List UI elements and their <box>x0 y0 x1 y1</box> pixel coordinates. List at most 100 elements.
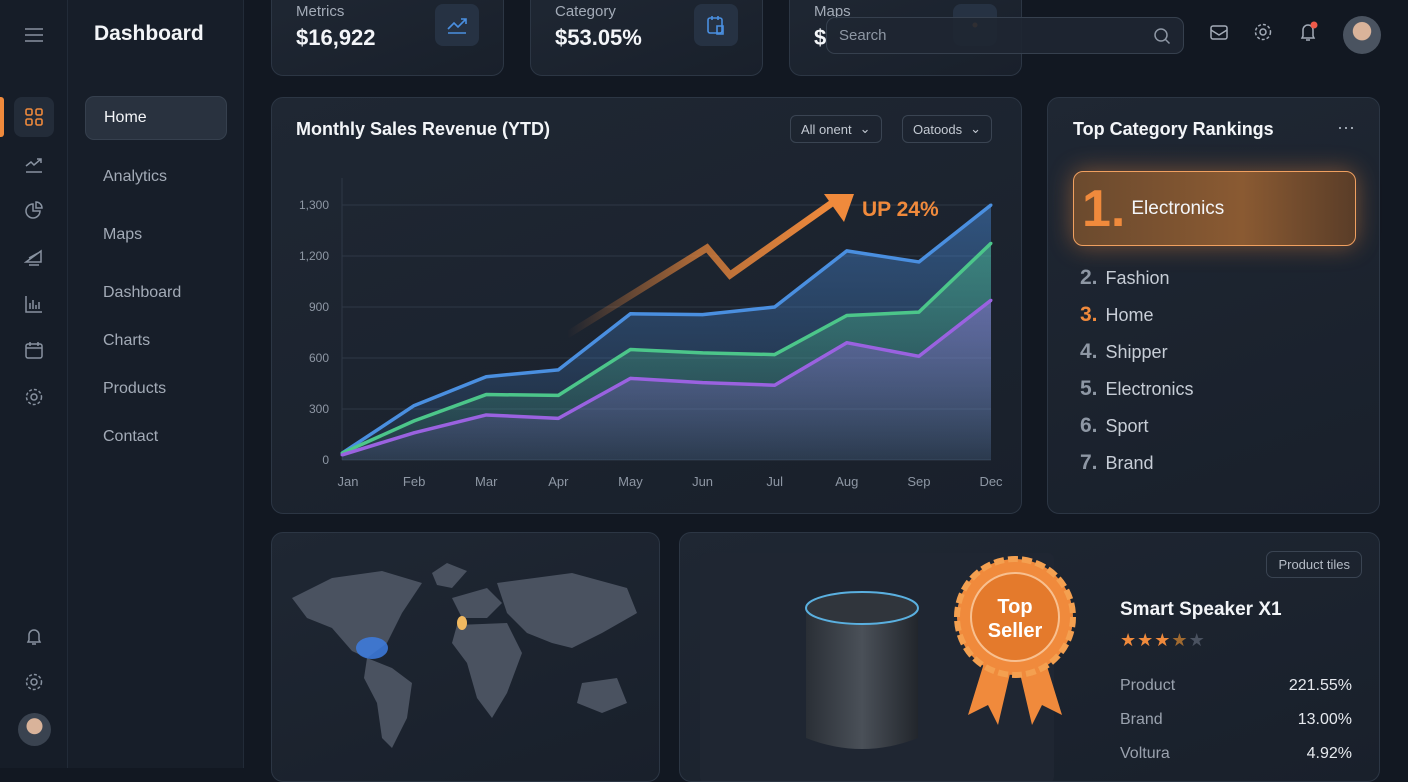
ranking-item[interactable]: 5. Electronics <box>1080 377 1194 401</box>
series-line <box>341 298 993 457</box>
product-stat-row: Product 221.55% <box>1120 677 1352 695</box>
data-point <box>556 393 560 397</box>
dashboard-grid-icon[interactable] <box>14 97 54 137</box>
star-icon: ★ <box>1188 630 1206 650</box>
rating-stars: ★★★★★ <box>1120 630 1206 651</box>
bell-icon[interactable] <box>1298 20 1320 42</box>
ranking-item[interactable]: 2. Fashion <box>1080 266 1170 290</box>
data-point <box>628 348 632 351</box>
stat-label: Metrics <box>296 3 345 20</box>
data-point <box>845 314 849 317</box>
data-point <box>340 453 344 457</box>
map-north-america <box>292 571 422 658</box>
data-point <box>556 416 560 420</box>
map-south-america <box>364 658 412 748</box>
rank-number: 3. <box>1080 303 1098 326</box>
ranking-item[interactable]: 3. Home <box>1080 303 1154 327</box>
chevron-down-icon: ⌄ <box>970 121 982 136</box>
stat-card-metrics[interactable]: Metrics $16,922 <box>271 0 504 76</box>
nav-item-charts[interactable]: Charts <box>103 332 151 349</box>
data-point <box>989 203 993 207</box>
nav-item-home[interactable]: Home <box>85 96 227 140</box>
sales-area-chart: 0 300 600 900 1,200 1,300 Jan Feb Mar Apr May Jun Ju… <box>299 178 1003 489</box>
data-point <box>773 305 777 309</box>
y-tick-label: 0 <box>322 453 329 467</box>
stat-card-category[interactable]: Category $53.05% <box>530 0 763 76</box>
stat-value: 4.92% <box>1306 745 1352 762</box>
x-tick-label: May <box>618 474 643 489</box>
pie-chart-icon[interactable] <box>14 190 54 230</box>
search-icon <box>1154 27 1171 44</box>
active-indicator <box>0 97 4 137</box>
chart-title: Monthly Sales Revenue (YTD) <box>296 119 551 139</box>
app-title: Dashboard <box>94 22 204 45</box>
speaker-image <box>805 591 919 749</box>
data-point <box>628 312 632 316</box>
rank-name: Sport <box>1105 416 1149 436</box>
filter-dropdown-2[interactable]: Oatoods ⌄ <box>902 115 993 143</box>
avatar[interactable] <box>18 713 51 746</box>
ranking-item[interactable]: 6. Sport <box>1080 414 1149 438</box>
trend-icon[interactable] <box>14 144 54 184</box>
sidebar-nav: Dashboard Home Analytics Maps Dashboard … <box>68 0 244 768</box>
report-icon[interactable] <box>14 237 54 277</box>
x-tick-label: Dec <box>979 474 1003 489</box>
data-point <box>412 431 416 435</box>
ranking-item[interactable]: 7. Brand <box>1080 451 1154 475</box>
mail-icon[interactable] <box>1209 22 1229 42</box>
calendar-icon <box>694 4 738 46</box>
stat-label: Maps <box>814 3 851 20</box>
x-tick-label: Jun <box>692 474 713 489</box>
rank-number: 6. <box>1080 414 1098 437</box>
map-highlight-usa <box>356 637 388 659</box>
product-stat-row: Voltura 4.92% <box>1120 745 1352 763</box>
top-ranking-item[interactable]: 1. Electronics <box>1073 171 1356 246</box>
trend-arrow <box>565 200 835 338</box>
bell-icon[interactable] <box>14 616 54 656</box>
more-options-icon[interactable]: ⋯ <box>1337 118 1355 138</box>
avatar[interactable] <box>1343 16 1381 54</box>
data-point <box>701 381 705 385</box>
dropdown-label: Oatoods <box>913 121 963 137</box>
series-line <box>341 203 993 455</box>
rank-number: 5. <box>1080 377 1098 400</box>
stat-value: $16,922 <box>296 25 376 50</box>
settings-icon[interactable] <box>14 377 54 417</box>
y-tick-label: 300 <box>309 402 329 416</box>
y-tick-label: 1,200 <box>299 249 329 263</box>
rank-name: Brand <box>1105 453 1154 473</box>
rank-name: Home <box>1105 305 1154 325</box>
settings-icon[interactable] <box>14 662 54 702</box>
data-point <box>917 354 921 358</box>
data-point <box>412 419 416 423</box>
rankings-title: Top Category Rankings <box>1073 119 1274 139</box>
product-tiles-button[interactable]: Product tiles <box>1266 551 1362 578</box>
stat-label: Voltura <box>1120 745 1170 762</box>
nav-item-products[interactable]: Products <box>103 380 167 397</box>
ranking-item[interactable]: 4. Shipper <box>1080 340 1168 364</box>
bar-chart-icon[interactable] <box>14 284 54 324</box>
filter-dropdown-1[interactable]: All onent ⌄ <box>790 115 882 143</box>
map-asia <box>497 573 637 648</box>
settings-icon[interactable] <box>1253 22 1273 42</box>
rank-name: Electronics <box>1105 379 1194 399</box>
menu-icon[interactable] <box>14 15 54 55</box>
nav-item-dashboard[interactable]: Dashboard <box>103 284 182 301</box>
chevron-down-icon: ⌄ <box>859 121 871 136</box>
star-icon: ★ <box>1171 630 1189 650</box>
top-seller-badge: Top Seller <box>954 556 1076 725</box>
nav-item-analytics[interactable]: Analytics <box>103 168 168 185</box>
world-map[interactable] <box>272 533 660 769</box>
calendar-icon[interactable] <box>14 330 54 370</box>
x-tick-label: Apr <box>548 474 569 489</box>
nav-item-maps[interactable]: Maps <box>103 226 143 243</box>
product-name: Smart Speaker X1 <box>1120 599 1282 620</box>
series-area <box>342 300 991 460</box>
map-highlight-europe <box>457 616 467 630</box>
nav-item-contact[interactable]: Contact <box>103 428 159 445</box>
world-map-card <box>271 532 660 782</box>
y-tick-label: 1,300 <box>299 198 329 212</box>
x-tick-label: Mar <box>475 474 498 489</box>
search-input[interactable]: Search <box>826 17 1184 54</box>
stat-value: 221.55% <box>1288 677 1352 694</box>
